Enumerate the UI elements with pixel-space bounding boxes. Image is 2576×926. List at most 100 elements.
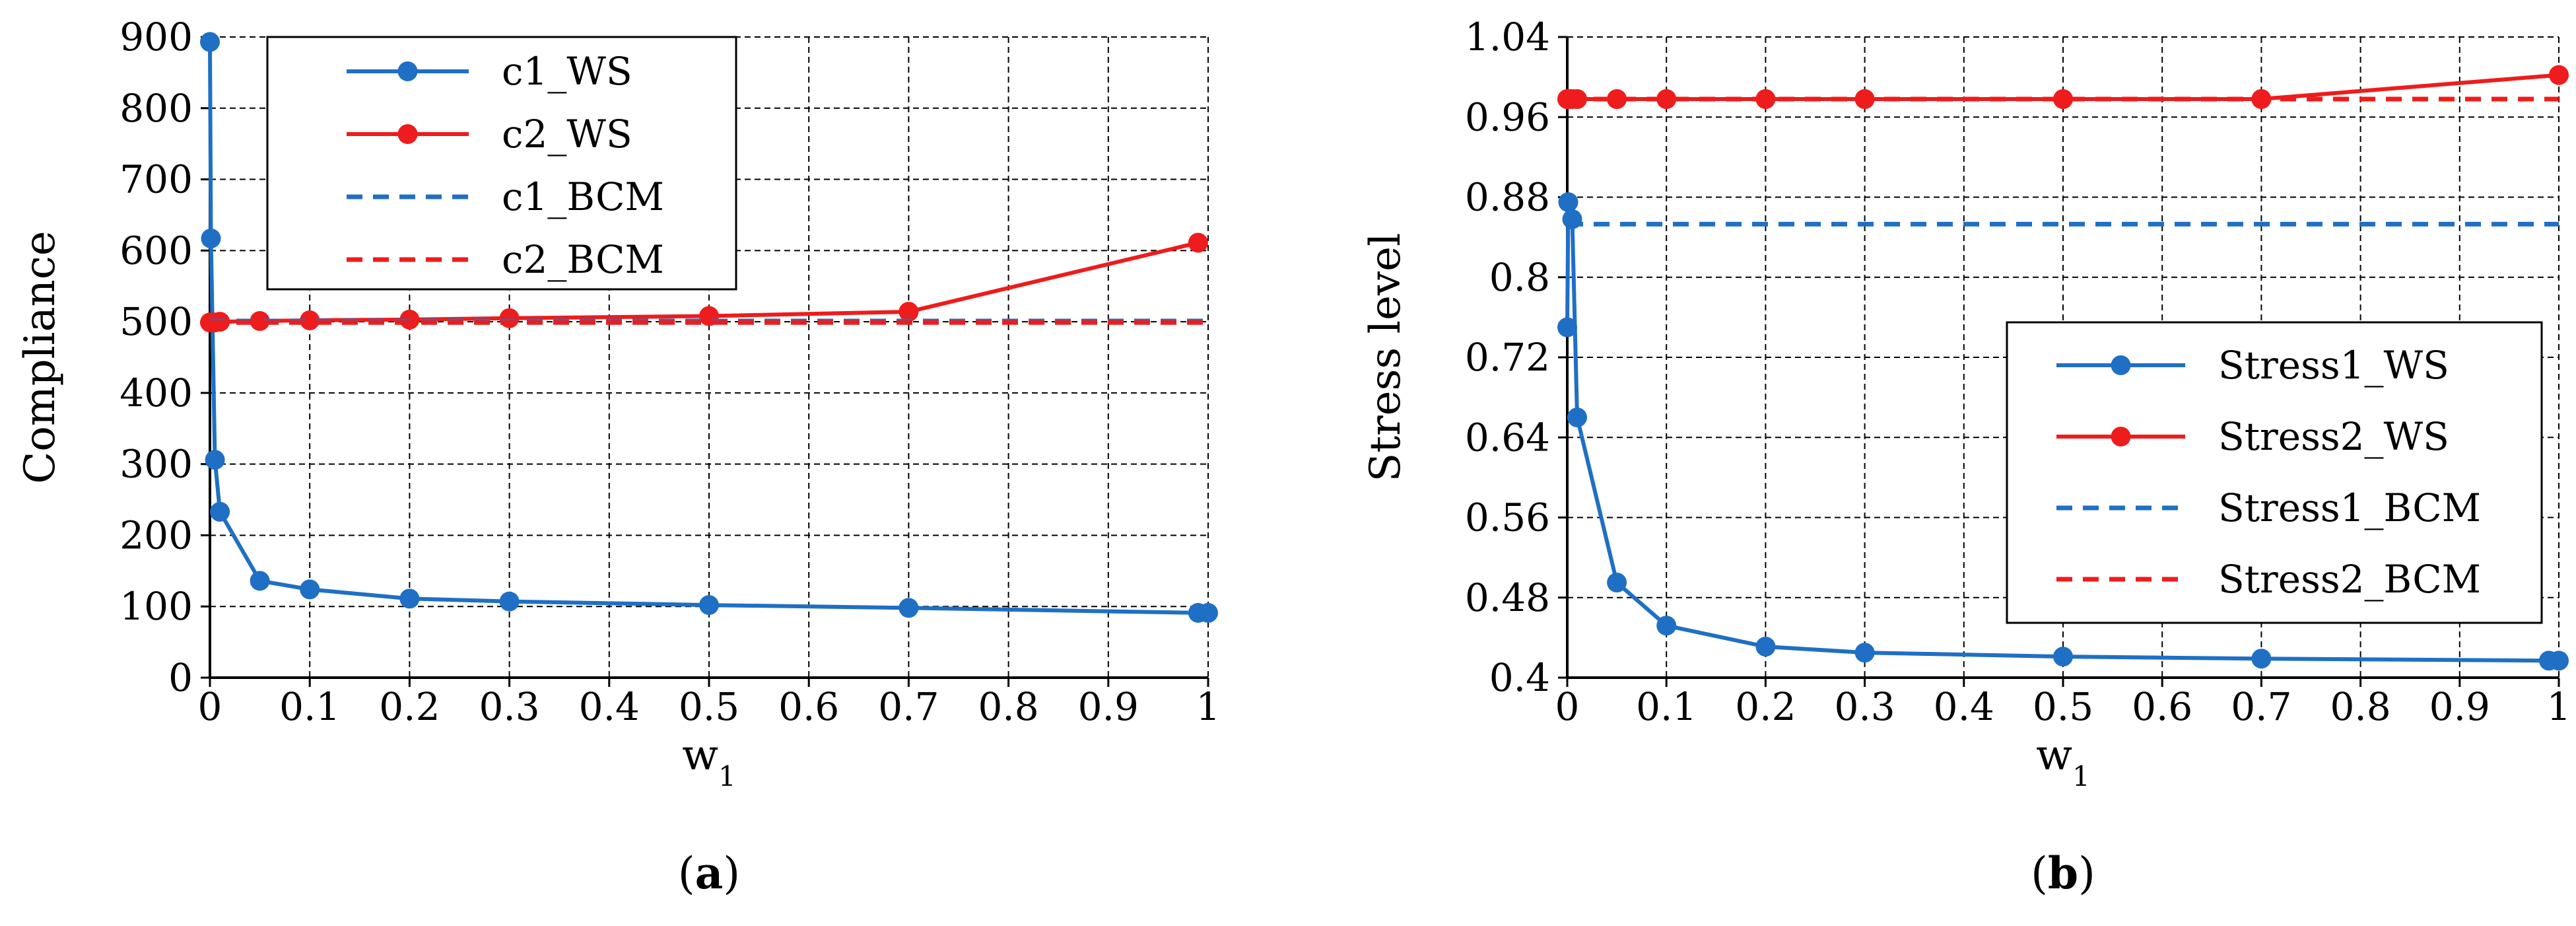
data-point	[499, 591, 520, 612]
caption-label: a	[695, 847, 724, 899]
legend-marker	[2111, 355, 2131, 375]
legend-label: c2_BCM	[502, 237, 664, 282]
legend: c1_WS c2_WS c1_BCM c2_BCM	[266, 36, 737, 291]
legend-marker	[397, 61, 418, 81]
data-point	[499, 308, 520, 328]
data-point	[250, 311, 270, 332]
data-point	[1198, 602, 1218, 623]
x-tick-label: 1	[2547, 684, 2571, 729]
caption-close-paren: )	[723, 848, 740, 899]
legend-label: Stress1_BCM	[2218, 485, 2481, 530]
y-tick-label: 500	[119, 299, 193, 344]
data-point	[1656, 89, 1677, 109]
data-point	[200, 32, 220, 52]
y-tick-label: 600	[119, 228, 193, 273]
x-tick-label: 0.3	[479, 684, 539, 729]
data-point	[898, 598, 919, 618]
y-tick-label: 400	[119, 371, 193, 415]
data-point	[1607, 573, 1627, 593]
y-tick-label: 200	[119, 513, 193, 557]
legend-marker	[397, 124, 418, 144]
data-point	[300, 579, 320, 600]
y-tick-label: 700	[119, 157, 193, 202]
chart-panel-a: 0 0.1 0.2 0.3 0.4 0.5 0.6 0.7 0.8 0.9 1 0 100 200 300 4…	[16, 15, 1220, 899]
x-axis-title-subscript: 1	[718, 760, 736, 793]
x-tick-label: 0.7	[878, 684, 939, 729]
y-tick-label: 300	[119, 442, 193, 487]
data-point	[300, 310, 320, 330]
x-axis-title: w1	[2036, 731, 2090, 793]
data-point	[1558, 192, 1578, 213]
data-point	[205, 450, 225, 470]
legend-label: Stress2_BCM	[2218, 557, 2481, 602]
x-tick-label: 0.4	[1934, 684, 1994, 729]
caption-close-paren: )	[2078, 848, 2095, 899]
x-tick-label: 0.5	[2033, 684, 2093, 729]
data-point	[210, 501, 230, 522]
x-tick-label: 0.6	[778, 684, 839, 729]
y-axis-title: Compliance	[16, 231, 65, 483]
x-tick-label: 0.2	[1735, 684, 1796, 729]
legend-label: Stress1_WS	[2218, 343, 2449, 388]
x-tick-label: 0.3	[1834, 684, 1895, 729]
data-point	[1755, 637, 1776, 657]
y-tick-label: 0.8	[1489, 255, 1550, 300]
chart-panel-b: 0 0.1 0.2 0.3 0.4 0.5 0.6 0.7 0.8 0.9 1 0.4 0.48 0.56…	[1361, 15, 2571, 899]
legend-box	[266, 36, 737, 291]
y-tick-label: 1.04	[1465, 15, 1550, 59]
data-point	[2549, 65, 2569, 85]
data-point	[2251, 649, 2272, 669]
data-point	[2053, 89, 2073, 109]
data-point	[250, 571, 270, 591]
x-tick-label: 0.4	[579, 684, 640, 729]
data-point	[2549, 651, 2569, 671]
y-tick-label: 900	[119, 15, 193, 59]
legend-label: Stress2_WS	[2218, 414, 2449, 459]
data-point	[1557, 317, 1577, 338]
legend-marker	[2111, 427, 2131, 446]
x-tick-label: 0	[1555, 684, 1580, 729]
data-point	[1854, 643, 1875, 663]
x-axis-title-subscript: 1	[2072, 760, 2090, 793]
x-tick-label: 0.9	[1078, 684, 1139, 729]
y-axis-title: Stress level	[1361, 233, 1410, 482]
y-tick-label: 0.64	[1465, 415, 1550, 460]
y-tick-label: 0.96	[1465, 94, 1550, 139]
y-tick-label: 100	[119, 584, 193, 629]
x-tick-label: 0.7	[2231, 684, 2291, 729]
legend-label: c2_WS	[502, 112, 632, 157]
x-axis-title: w1	[682, 731, 736, 793]
y-tick-label: 0.72	[1465, 335, 1550, 380]
y-tick-label: 0.56	[1465, 495, 1550, 540]
x-tick-label: 0.6	[2132, 684, 2192, 729]
series-c1_WS	[200, 32, 1218, 623]
x-tick-label: 0.9	[2429, 684, 2490, 729]
x-tick-label: 0.8	[978, 684, 1038, 729]
data-point	[2053, 647, 2073, 667]
x-tick-label: 1	[1196, 684, 1221, 729]
data-point	[898, 302, 919, 322]
x-tick-label: 0.2	[379, 684, 440, 729]
data-point	[1607, 89, 1627, 109]
legend-label: c1_BCM	[502, 174, 664, 219]
data-point	[1188, 232, 1208, 253]
y-tick-label: 0.4	[1489, 655, 1550, 700]
caption-open-paren: (	[2031, 848, 2048, 899]
y-tick-label: 0.88	[1465, 175, 1550, 220]
x-tick-label: 0.1	[1636, 684, 1697, 729]
legend: Stress1_WS Stress2_WS Stress1_BCM Stress2_B…	[2006, 321, 2543, 624]
data-point	[1656, 616, 1677, 636]
y-tick-label: 0.48	[1465, 575, 1550, 620]
data-point	[699, 595, 719, 616]
x-tick-label: 0	[198, 684, 222, 729]
data-point	[201, 229, 221, 249]
caption-open-paren: (	[678, 848, 695, 899]
series-line	[208, 42, 1208, 615]
x-tick-label: 0.1	[279, 684, 340, 729]
x-tick-label: 0.8	[2330, 684, 2390, 729]
y-tick-label: 0	[168, 655, 193, 700]
data-point	[399, 588, 420, 609]
data-point	[1567, 407, 1588, 427]
